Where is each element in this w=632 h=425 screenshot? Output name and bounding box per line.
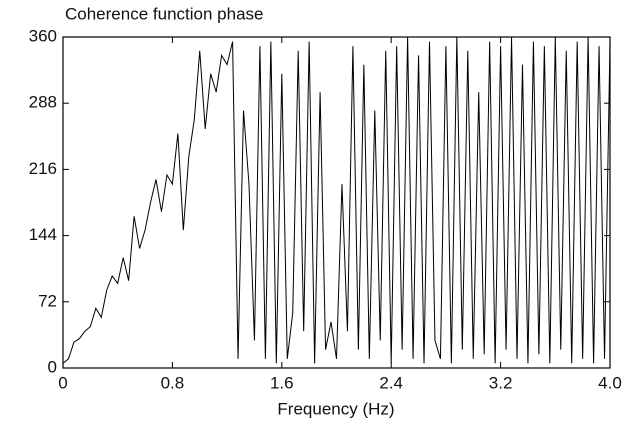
y-tick-label: 288 bbox=[29, 93, 57, 112]
y-tick-label: 144 bbox=[29, 225, 57, 244]
x-tick-label: 3.2 bbox=[489, 373, 513, 392]
x-tick-label: 0 bbox=[58, 373, 67, 392]
y-tick-label: 0 bbox=[48, 357, 57, 376]
x-tick-label: 1.6 bbox=[270, 373, 294, 392]
x-tick-label: 4.0 bbox=[598, 373, 622, 392]
x-tick-label: 2.4 bbox=[379, 373, 403, 392]
plot-frame bbox=[62, 36, 611, 369]
x-tick-label: 0.8 bbox=[161, 373, 185, 392]
x-axis-label: Frequency (Hz) bbox=[277, 399, 394, 418]
y-tick-label: 360 bbox=[29, 26, 57, 45]
data-line bbox=[62, 36, 611, 364]
chart-title: Coherence function phase bbox=[65, 4, 263, 23]
y-tick-label: 72 bbox=[38, 291, 57, 310]
y-tick-label: 216 bbox=[29, 159, 57, 178]
